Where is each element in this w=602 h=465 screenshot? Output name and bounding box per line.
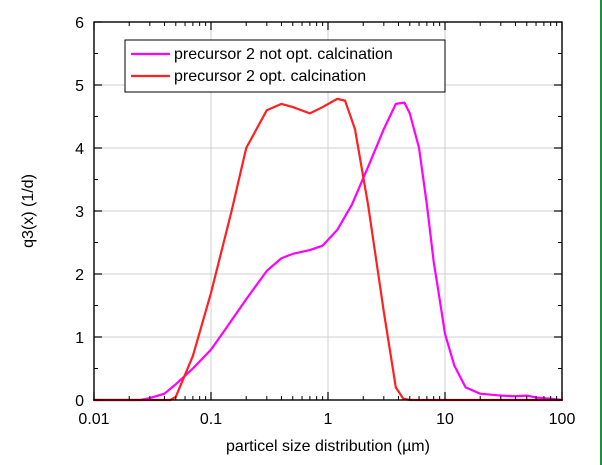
y-tick-label: 3 (75, 204, 84, 221)
legend-layer: precursor 2 not opt. calcination precurso… (124, 39, 446, 93)
tick-label-layer: 0.01 0.1 1 10 100 0 1 2 3 4 5 6 (75, 15, 575, 428)
x-tick-label: 0.1 (200, 411, 222, 428)
series-line-not-opt-calcination (92, 101, 564, 402)
legend-label-not-opt-calcination: precursor 2 not opt. calcination (174, 46, 393, 63)
x-axis-label: particel size distribution (µm) (226, 438, 430, 455)
y-tick-label: 4 (75, 141, 84, 158)
x-tick-label: 1 (324, 411, 333, 428)
series-layer (92, 97, 564, 402)
series-line-opt-calcination (92, 97, 564, 402)
y-tick-label: 1 (75, 330, 84, 347)
y-tick-label: 0 (75, 393, 84, 410)
y-tick-label: 6 (75, 15, 84, 32)
y-tick-label: 2 (75, 267, 84, 284)
y-tick-label: 5 (75, 78, 84, 95)
x-tick-label: 100 (549, 411, 576, 428)
legend-label-opt-calcination: precursor 2 opt. calcination (174, 68, 366, 85)
legend-box (124, 39, 446, 93)
y-axis-label: q3(x) (1/d) (20, 174, 37, 248)
x-tick-label: 0.01 (78, 411, 109, 428)
x-tick-label: 10 (436, 411, 454, 428)
axes-layer (93, 21, 563, 401)
